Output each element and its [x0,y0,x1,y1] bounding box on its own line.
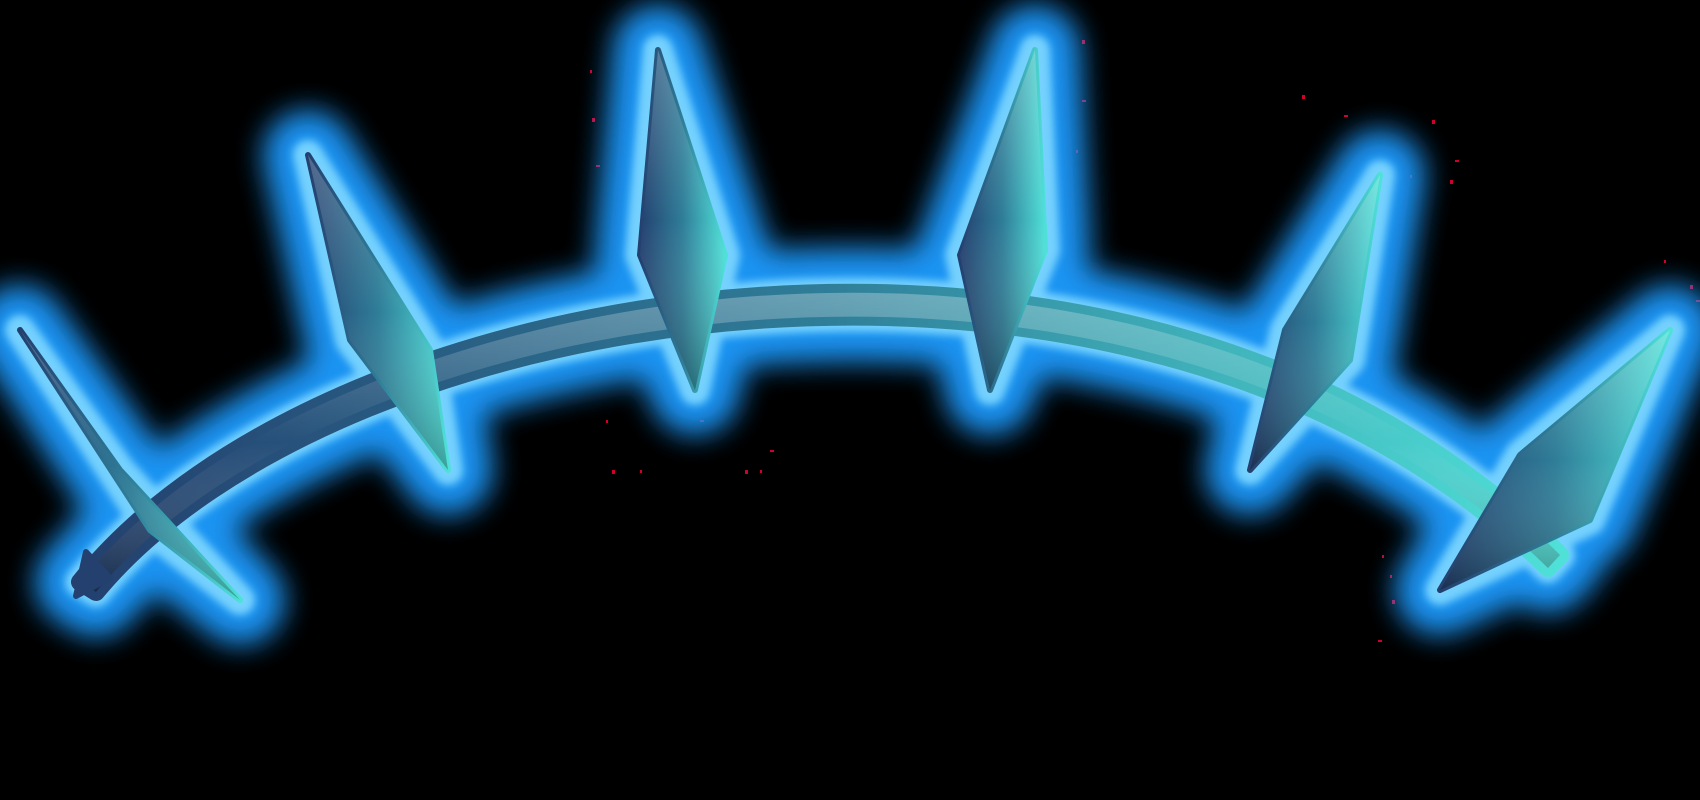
stray-pixel [640,470,642,473]
arrow-tip [73,549,113,599]
stray-pixel [770,450,774,452]
stray-pixel [606,420,608,423]
stray-pixel [1432,120,1435,124]
spike-shading [640,50,725,390]
stray-pixel [1392,600,1395,604]
arc-band-shading [80,292,1560,592]
stray-pixel [1450,180,1453,184]
stray-pixel [1690,285,1693,289]
stray-pixel [1664,260,1666,263]
stray-pixel [596,165,600,167]
stray-pixel [1390,575,1392,578]
metal-arc-body [17,47,1673,603]
red-fringe-pixels [590,40,1700,642]
stray-pixel [745,470,748,474]
stray-pixel [1344,115,1348,117]
spike-shading [960,50,1045,390]
stray-pixel [760,470,762,473]
stray-pixel [1378,640,1382,642]
spike-shading [1440,330,1670,590]
stray-pixel [592,118,595,122]
stray-pixel [1082,40,1085,44]
stray-pixel [1082,100,1086,102]
stray-pixel [1382,555,1384,558]
stray-pixel [1302,95,1305,99]
spike-shading [1250,175,1380,470]
stray-pixel [590,70,592,73]
spike-shading [308,155,448,470]
stray-pixel [612,470,615,474]
stray-pixel [1455,160,1459,162]
